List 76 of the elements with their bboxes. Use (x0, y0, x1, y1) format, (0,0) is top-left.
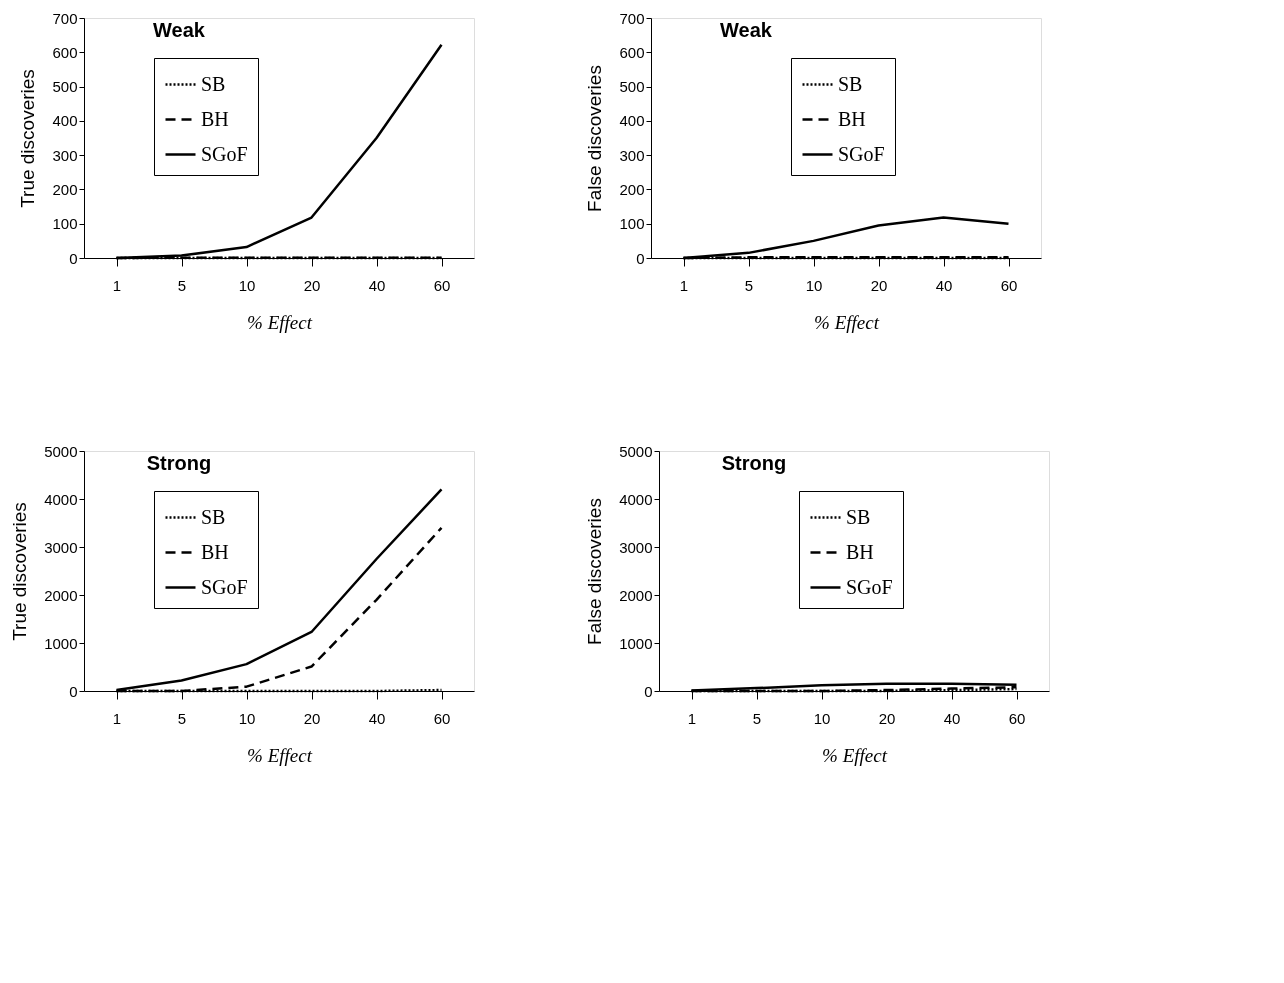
y-tick-label: 1000 (619, 634, 653, 652)
x-tick-label: 20 (303, 276, 321, 294)
legend-label: BH (846, 540, 874, 563)
x-tick-label: 10 (238, 709, 256, 727)
x-tick-label: 1 (679, 276, 689, 294)
x-tick-label: 40 (368, 709, 386, 727)
chart-title: Strong (146, 452, 212, 474)
legend-label: BH (201, 540, 229, 563)
y-tick-label: 600 (52, 43, 78, 61)
x-tick-label: 60 (433, 276, 451, 294)
x-tick-label: 5 (744, 276, 754, 294)
legend-label: SGoF (201, 575, 248, 598)
y-tick-label: 600 (619, 43, 645, 61)
x-tick-label: 10 (813, 709, 831, 727)
x-tick-label: 20 (303, 709, 321, 727)
y-tick-label: 500 (619, 78, 645, 96)
x-tick-label: 60 (433, 709, 451, 727)
legend-label: SB (846, 505, 871, 528)
x-axis-title: % Effect (822, 744, 888, 766)
x-tick-label: 40 (935, 276, 953, 294)
legend-label: BH (838, 107, 866, 130)
legend-label: SGoF (201, 142, 248, 165)
x-tick-label: 5 (177, 709, 187, 727)
chart-title: Weak (153, 19, 206, 41)
chart-title: Strong (721, 452, 787, 474)
x-tick-label: 60 (1000, 276, 1018, 294)
y-axis-title: True discoveries (9, 502, 31, 641)
y-axis-title: False discoveries (584, 65, 606, 212)
y-tick-label: 5000 (619, 442, 653, 460)
y-tick-label: 4000 (44, 490, 78, 508)
x-tick-label: 20 (870, 276, 888, 294)
x-axis-title: % Effect (814, 311, 880, 333)
y-tick-label: 1000 (44, 634, 78, 652)
x-tick-label: 40 (368, 276, 386, 294)
y-axis-title: False discoveries (584, 498, 606, 645)
y-tick-label: 300 (52, 146, 78, 164)
y-tick-label: 0 (636, 249, 645, 267)
y-tick-label: 4000 (619, 490, 653, 508)
legend-label: SGoF (846, 575, 893, 598)
legend-label: SGoF (838, 142, 885, 165)
x-axis-title: % Effect (247, 744, 313, 766)
legend-label: SB (838, 72, 863, 95)
chart-title: Weak (720, 19, 773, 41)
x-tick-label: 10 (238, 276, 256, 294)
x-tick-label: 20 (878, 709, 896, 727)
y-tick-label: 3000 (44, 538, 78, 556)
y-tick-label: 100 (619, 215, 645, 233)
y-tick-label: 0 (644, 682, 653, 700)
y-tick-label: 300 (619, 146, 645, 164)
x-tick-label: 1 (687, 709, 697, 727)
x-tick-label: 1 (112, 276, 122, 294)
x-tick-label: 60 (1008, 709, 1026, 727)
y-tick-label: 700 (619, 9, 645, 27)
x-tick-label: 1 (112, 709, 122, 727)
y-tick-label: 200 (619, 180, 645, 198)
y-tick-label: 2000 (619, 586, 653, 604)
y-axis-title: True discoveries (17, 69, 39, 208)
y-tick-label: 0 (69, 682, 78, 700)
y-tick-label: 0 (69, 249, 78, 267)
x-axis-title: % Effect (247, 311, 313, 333)
y-tick-label: 500 (52, 78, 78, 96)
x-tick-label: 40 (943, 709, 961, 727)
legend-label: SB (201, 505, 226, 528)
y-tick-label: 400 (619, 112, 645, 130)
y-tick-label: 3000 (619, 538, 653, 556)
x-tick-label: 5 (752, 709, 762, 727)
y-tick-label: 2000 (44, 586, 78, 604)
y-tick-label: 400 (52, 112, 78, 130)
legend-label: BH (201, 107, 229, 130)
y-tick-label: 100 (52, 215, 78, 233)
legend-label: SB (201, 72, 226, 95)
x-tick-label: 10 (805, 276, 823, 294)
x-tick-label: 5 (177, 276, 187, 294)
y-tick-label: 5000 (44, 442, 78, 460)
y-tick-label: 200 (52, 180, 78, 198)
y-tick-label: 700 (52, 9, 78, 27)
